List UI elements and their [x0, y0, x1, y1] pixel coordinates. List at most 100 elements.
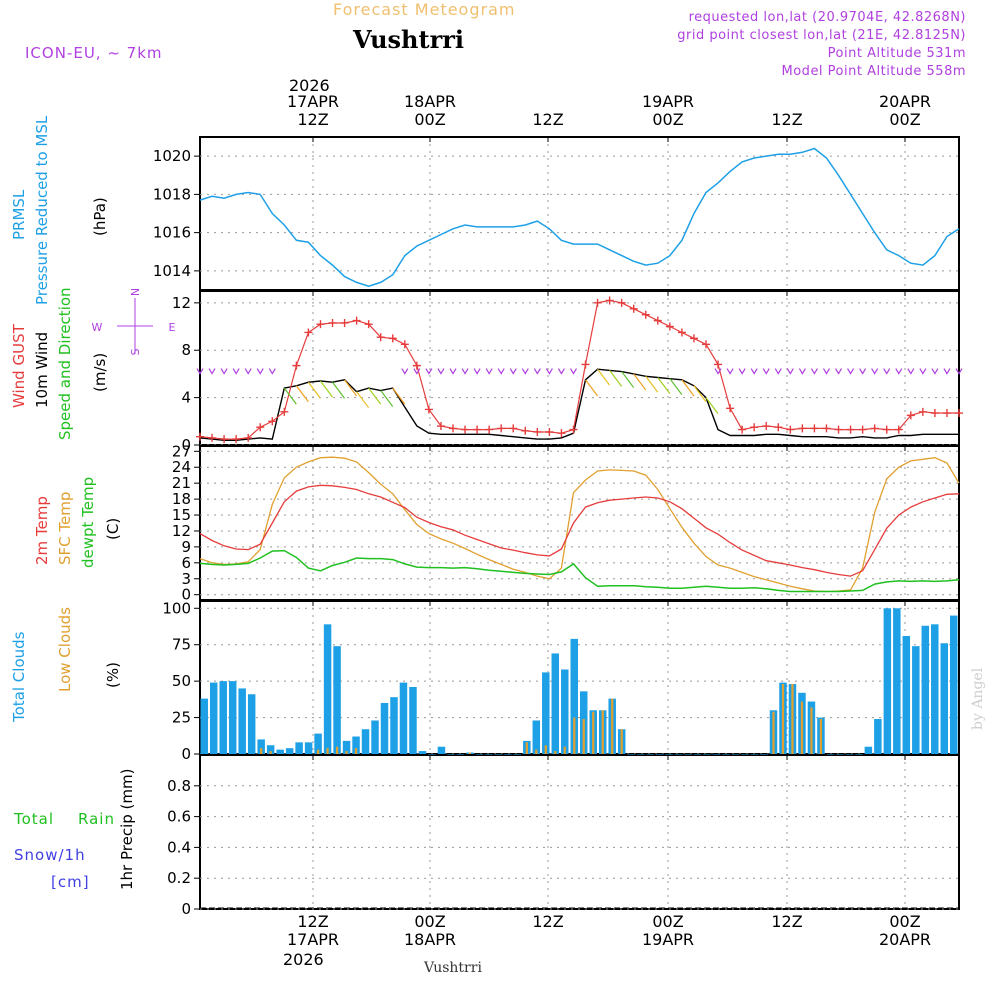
low-cloud-bar [582, 719, 585, 754]
total-cloud-bar [893, 608, 901, 754]
low-cloud-bar [800, 701, 804, 754]
total-cloud-bar [361, 729, 370, 754]
total-cloud-bar [741, 754, 749, 755]
top-axis-label: 17APR 12Z [273, 93, 353, 129]
y-tick-label: 18 [172, 490, 191, 508]
gust-marker [689, 334, 698, 343]
gust-marker [485, 425, 494, 434]
bottom-year: 2026 [283, 950, 324, 969]
wind-direction-arrow [633, 373, 647, 391]
low-cloud-bar [544, 745, 547, 754]
top-axis-time: 12Z [532, 110, 564, 129]
total-cloud-bar [456, 754, 465, 755]
top-axis-time: 12Z [771, 110, 803, 129]
total-cloud-bar [902, 635, 911, 754]
y-tick-label: 1018 [153, 185, 191, 203]
gust-marker [509, 424, 518, 433]
gust-marker [882, 425, 891, 434]
gust-marker [376, 333, 385, 342]
gust-marker [894, 425, 903, 434]
panel-frame [199, 754, 960, 910]
y-tick-label: 50 [172, 672, 191, 690]
y-tick-label: 0.8 [167, 777, 191, 795]
wind-direction-arrow [509, 368, 517, 375]
temp2m-line [199, 484, 960, 577]
gust-marker [473, 425, 482, 434]
wind-direction-arrow [835, 368, 843, 375]
gust-marker [846, 425, 855, 434]
bottom-axis-label: 12Z [747, 913, 827, 949]
wind-direction-arrow [907, 368, 915, 375]
total-cloud-bar [247, 694, 256, 754]
wind-direction-arrow [256, 368, 264, 375]
low-cloud-bar [468, 752, 472, 754]
top-axis-label: 19APR 00Z [628, 93, 708, 129]
total-cloud-bar [257, 739, 265, 754]
gust-marker [942, 409, 951, 418]
y-tick-label: 0 [181, 436, 191, 454]
total-cloud-bar [276, 749, 284, 754]
total-cloud-bar [561, 669, 569, 754]
gust-marker [653, 316, 662, 325]
dewpt-line [199, 549, 960, 593]
wind-direction-arrow [883, 368, 891, 375]
bottom-axis-date: 19APR [641, 930, 695, 949]
total-cloud-bar [418, 751, 427, 754]
wind-direction-arrow [895, 368, 903, 375]
bottom-axis-time: 12Z [297, 912, 329, 931]
wind-direction-arrow [810, 368, 818, 375]
gust-marker [786, 425, 795, 434]
total-cloud-bar [513, 754, 522, 755]
gust-marker [858, 425, 867, 434]
gust-marker [702, 340, 710, 349]
wind-direction-arrow [437, 368, 445, 375]
top-axis-date: 20APR [878, 92, 932, 111]
bottom-axis-time: 00Z [414, 912, 446, 931]
gust-line [199, 299, 959, 440]
total-cloud-bar [950, 615, 958, 754]
total-cloud-bar [380, 703, 389, 754]
wind-direction-arrow [859, 368, 867, 375]
low-cloud-bar [260, 748, 263, 754]
bottom-axis-label: 00Z 20APR [865, 913, 945, 949]
wind-direction-arrow [232, 368, 240, 375]
top-axis-time: 00Z [652, 110, 684, 129]
low-cloud-bar [316, 749, 320, 754]
bottom-axis-time: 00Z [889, 912, 921, 931]
wind-direction-arrow [597, 368, 611, 386]
gust-marker [316, 320, 325, 329]
low-cloud-bar [772, 711, 775, 754]
total-cloud-bar [333, 646, 341, 754]
wind-direction-arrow [645, 375, 659, 393]
low-cloud-bar [345, 751, 348, 754]
total-cloud-bar [940, 643, 949, 754]
y-tick-label: 21 [172, 474, 191, 492]
gust-marker [545, 427, 554, 436]
gust-marker [798, 424, 807, 433]
gust-marker [557, 429, 566, 438]
total-cloud-bar [494, 754, 503, 755]
gust-marker [412, 361, 421, 370]
wind-direction-arrow [705, 397, 719, 414]
wind-direction-arrow [220, 368, 228, 375]
meteogram-title: Forecast Meteogram [333, 0, 516, 19]
wind-direction-arrow [681, 379, 695, 397]
gust-marker [641, 310, 650, 319]
wind-direction-arrow [714, 368, 722, 375]
wind-direction-arrow [774, 368, 782, 375]
total-cloud-bar [731, 754, 740, 755]
gust-marker [834, 425, 843, 434]
grid-point-coords: grid point closest lon,lat (21E, 42.8125… [677, 28, 966, 43]
total-cloud-bar [238, 688, 246, 754]
wind-direction-arrow [208, 368, 216, 375]
gust-marker [726, 404, 735, 413]
wind-direction-arrow [295, 385, 309, 403]
total-cloud-bar [266, 745, 275, 754]
total-cloud-bar [912, 646, 920, 754]
gust-marker [605, 296, 614, 305]
total-cloud-bar [437, 746, 446, 754]
y-tick-label: 0.6 [167, 808, 191, 826]
y-tick-label: 3 [181, 570, 191, 588]
y-tick-label: 8 [181, 341, 191, 359]
point-altitude: Point Altitude 531m [827, 46, 966, 61]
